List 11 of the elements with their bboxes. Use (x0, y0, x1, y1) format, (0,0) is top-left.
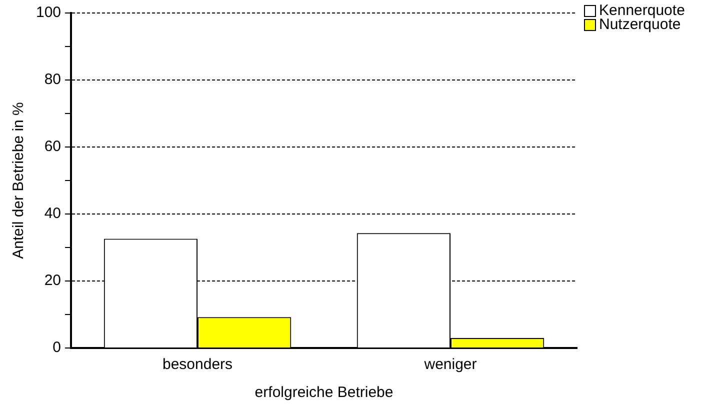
x-tick-label: besonders (162, 356, 233, 374)
y-tick-label: 0 (52, 339, 62, 356)
text: Kennerquote (599, 2, 685, 19)
y-tick-label: 60 (44, 138, 62, 156)
x-tick-label: weniger (423, 356, 477, 374)
y-axis-title: Anteil der Betriebe in % (10, 102, 28, 259)
x-axis-title: erfolgreiche Betriebe (254, 384, 394, 402)
y-tick-label: 40 (44, 205, 62, 222)
y-tick-label: 100 (36, 4, 62, 22)
y-tick-label: 80 (44, 71, 62, 88)
y-tick-label: 20 (44, 272, 62, 290)
